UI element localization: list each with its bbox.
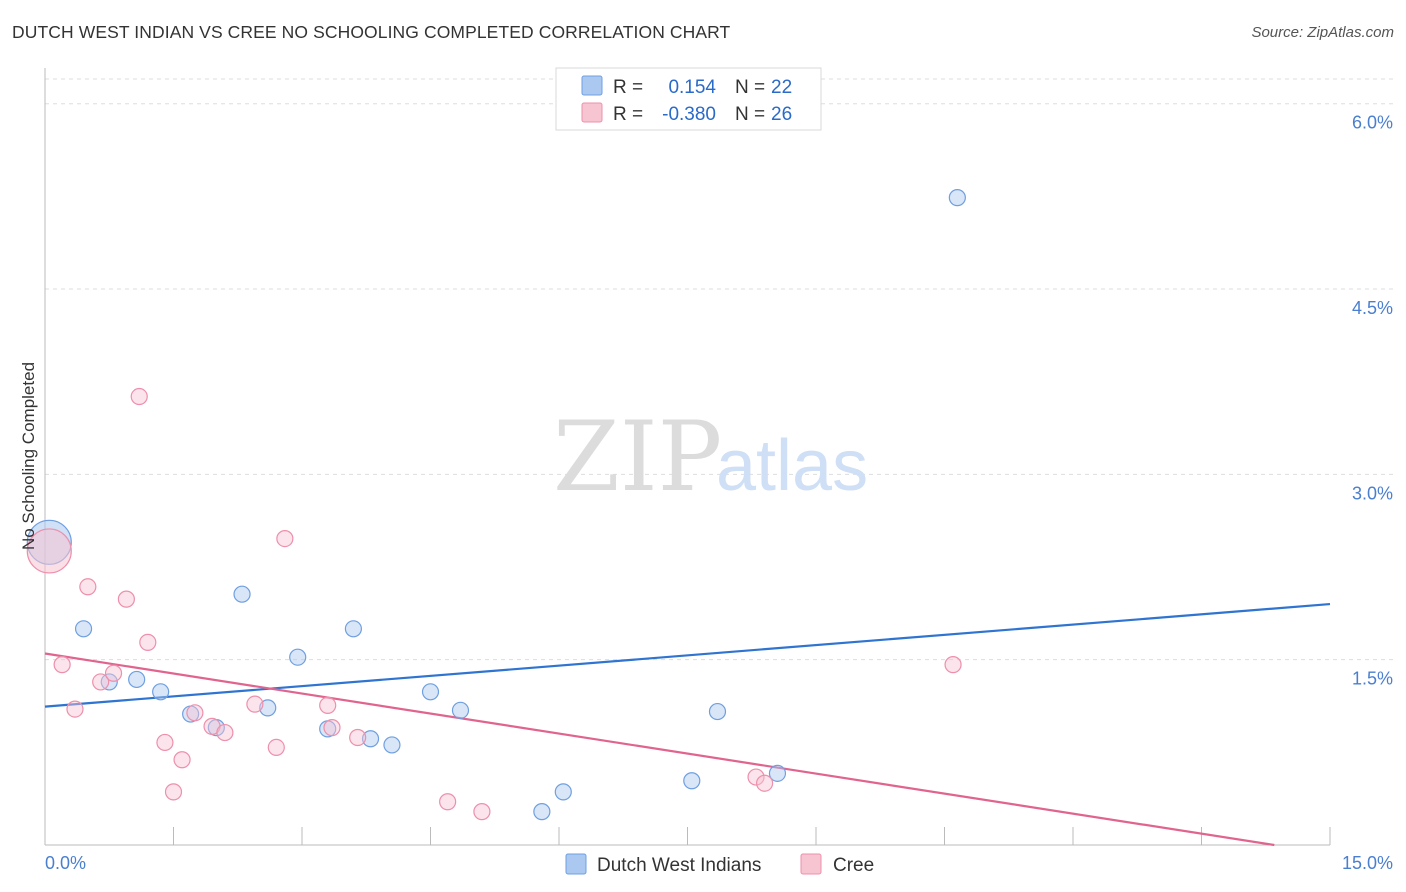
point-dutch-west-indians xyxy=(533,803,551,821)
y-tick-label: 4.5% xyxy=(1352,298,1393,318)
point-cree xyxy=(473,803,491,821)
point-cree xyxy=(173,751,191,769)
trend-lines xyxy=(44,602,1331,847)
point-dutch-west-indians xyxy=(152,683,170,701)
point-cree xyxy=(130,387,148,406)
y-tick-label: 3.0% xyxy=(1352,483,1393,503)
legend-r-value: -0.380 xyxy=(662,104,716,125)
y-tick-label: 6.0% xyxy=(1352,113,1393,133)
point-cree xyxy=(66,700,84,718)
point-cree xyxy=(276,529,294,548)
point-dutch-west-indians xyxy=(768,764,787,782)
point-cree xyxy=(26,528,72,574)
point-cree xyxy=(755,774,774,792)
point-cree xyxy=(104,664,123,682)
point-cree xyxy=(944,656,962,674)
point-cree xyxy=(53,656,71,674)
point-cree xyxy=(117,590,135,608)
axes xyxy=(44,68,1331,846)
point-dutch-west-indians xyxy=(289,648,307,666)
legend-n-label: N = xyxy=(735,104,765,125)
point-dutch-west-indians xyxy=(383,736,401,754)
legend-r-label: R = xyxy=(613,104,643,125)
data-points xyxy=(26,189,966,821)
point-dutch-west-indians xyxy=(451,701,470,719)
point-cree xyxy=(246,695,264,713)
x-tick-label-max: 15.0% xyxy=(1342,853,1393,873)
point-dutch-west-indians xyxy=(421,683,440,701)
point-dutch-west-indians xyxy=(233,585,251,603)
legend-label-cree: Cree xyxy=(833,855,874,876)
point-cree xyxy=(323,719,341,737)
trendline-dutch-west-indians xyxy=(44,602,1331,708)
point-cree xyxy=(79,578,97,596)
legend-swatch-blue xyxy=(581,75,603,96)
legend-swatch-cree xyxy=(800,853,822,875)
trendline-cree xyxy=(44,652,1275,847)
point-cree xyxy=(349,728,367,747)
point-dutch-west-indians xyxy=(344,620,362,638)
point-cree xyxy=(92,673,110,691)
point-cree xyxy=(186,704,204,722)
point-dutch-west-indians xyxy=(128,670,146,689)
point-dutch-west-indians xyxy=(361,730,380,748)
legend-label-dutch-west-indians: Dutch West Indians xyxy=(597,855,761,876)
y-tick-labels: 1.5% 3.0% 4.5% 6.0% xyxy=(1352,113,1393,689)
watermark-zip: ZIP xyxy=(553,401,722,513)
point-dutch-west-indians xyxy=(708,702,727,721)
series-legend: Dutch West Indians Cree xyxy=(565,853,874,876)
gridlines xyxy=(45,78,1395,661)
watermark: ZIP atlas xyxy=(553,401,868,513)
point-cree xyxy=(267,738,285,756)
source-attribution: Source: ZipAtlas.com xyxy=(1251,24,1394,41)
point-cree xyxy=(164,783,183,801)
legend-n-value: 26 xyxy=(771,104,792,125)
legend-swatch-pink xyxy=(581,102,603,123)
legend-r-value: 0.154 xyxy=(668,77,716,98)
legend-r-label: R = xyxy=(613,77,643,98)
point-dutch-west-indians xyxy=(74,620,93,638)
point-cree xyxy=(156,733,174,752)
correlation-legend: R = 0.154 N = 22 R = -0.380 N = 26 xyxy=(555,67,822,131)
legend-n-value: 22 xyxy=(771,77,792,98)
point-dutch-west-indians xyxy=(948,189,966,207)
point-cree xyxy=(439,793,457,811)
point-cree xyxy=(747,768,765,786)
point-dutch-west-indians xyxy=(259,699,277,717)
point-cree xyxy=(216,723,234,742)
x-tick-labels: 0.0% 15.0% xyxy=(45,853,1393,873)
x-tick-label-min: 0.0% xyxy=(45,853,86,873)
point-cree xyxy=(319,696,337,714)
point-dutch-west-indians xyxy=(554,783,572,801)
watermark-atlas: atlas xyxy=(716,426,868,506)
point-dutch-west-indians xyxy=(683,772,701,790)
point-cree xyxy=(139,633,157,651)
chart-title: DUTCH WEST INDIAN VS CREE NO SCHOOLING C… xyxy=(12,22,731,42)
y-tick-label: 1.5% xyxy=(1352,669,1393,689)
y-axis-label: No Schooling Completed xyxy=(19,362,38,550)
legend-n-label: N = xyxy=(735,77,765,98)
legend-swatch-dutch-west-indians xyxy=(565,853,587,875)
